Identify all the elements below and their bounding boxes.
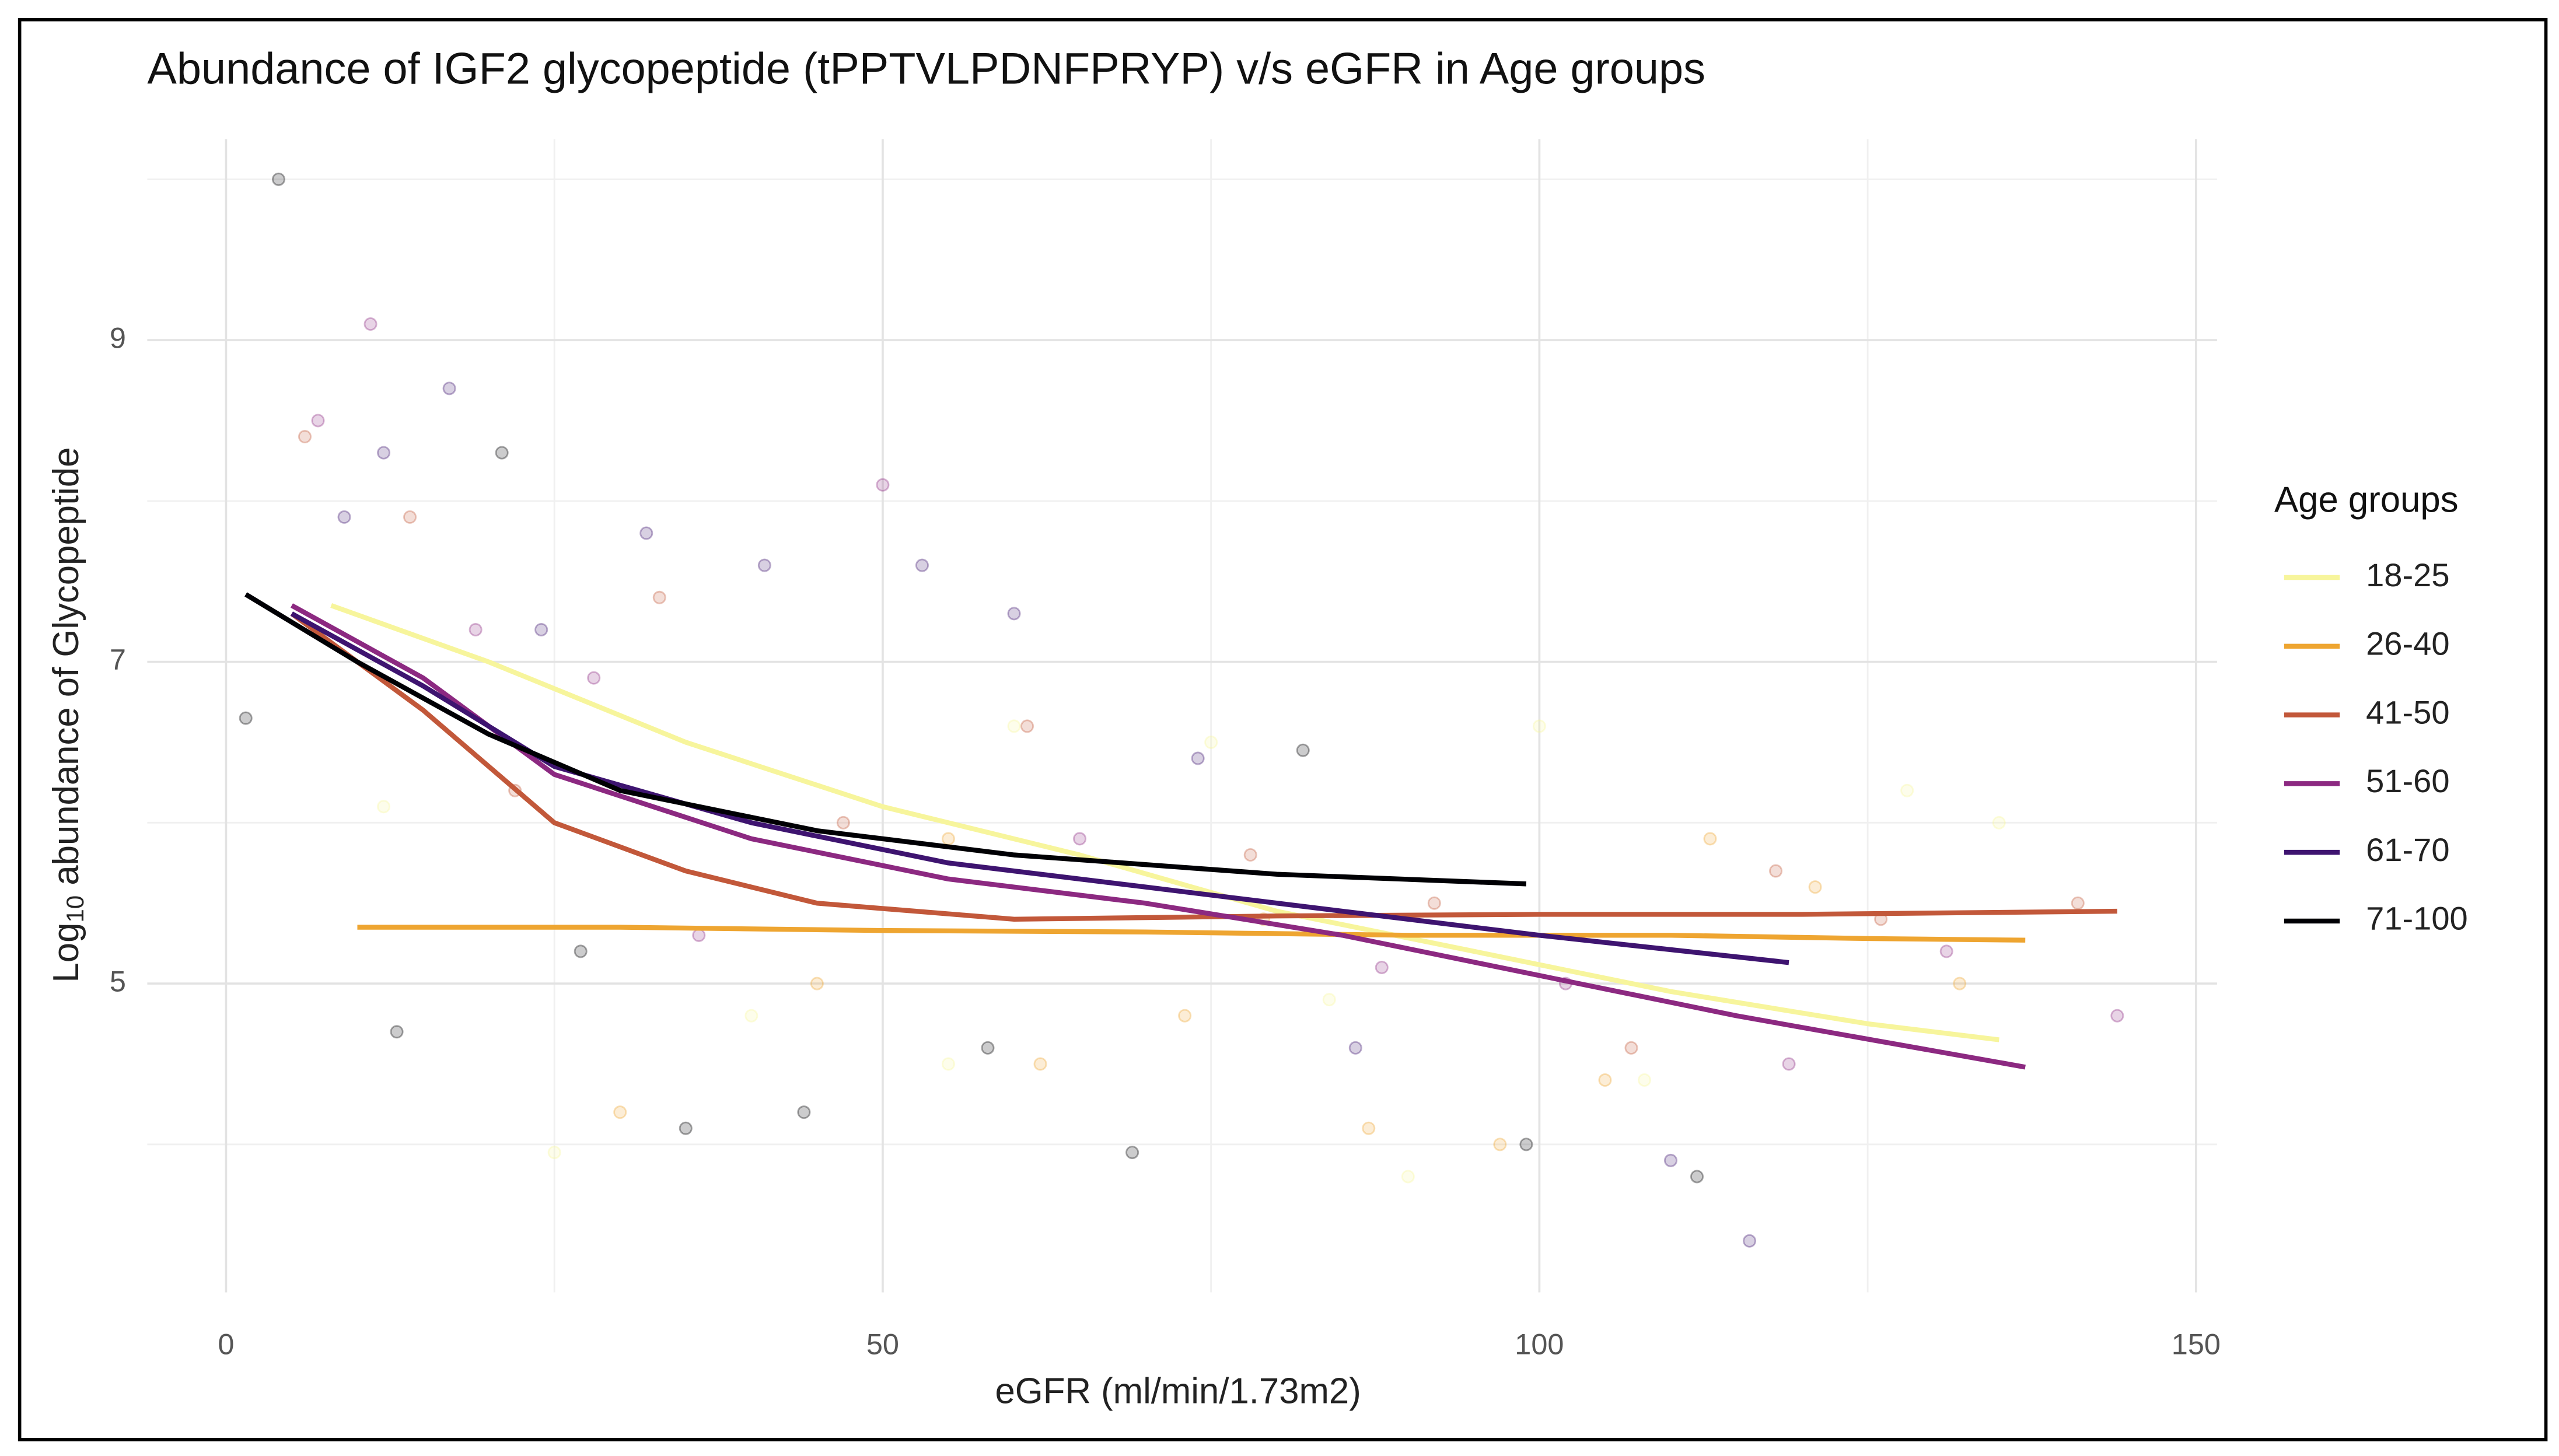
scatter-point [403, 510, 417, 524]
scatter-point [613, 1105, 627, 1119]
x-tick-label: 100 [1515, 1327, 1564, 1360]
scatter-point [271, 172, 285, 186]
scatter-point [744, 1009, 758, 1023]
frame [18, 18, 2548, 1441]
scatter-point [390, 1025, 404, 1039]
x-tick-label: 50 [866, 1327, 899, 1360]
scatter-point [679, 1121, 693, 1135]
scatter-point [1900, 783, 1914, 797]
scatter-point [1348, 1041, 1362, 1055]
scatter-point [915, 558, 929, 572]
scatter-point [941, 832, 955, 846]
legend-label: 41-50 [2366, 694, 2449, 730]
x-axis-label: eGFR (ml/min/1.73m2) [995, 1371, 1361, 1412]
scatter-point [981, 1041, 995, 1055]
legend-label: 26-40 [2366, 625, 2449, 662]
scatter-point [337, 510, 351, 524]
scatter-point [1953, 977, 1967, 991]
scatter-point [1743, 1234, 1757, 1248]
scatter-point [1125, 1146, 1139, 1160]
scatter-point [1204, 735, 1218, 749]
legend-label: 71-100 [2366, 900, 2468, 937]
scatter-point [1782, 1057, 1796, 1071]
scatter-point [311, 414, 325, 428]
scatter-point [836, 816, 850, 830]
scatter-point [377, 800, 391, 814]
scatter-point [1191, 751, 1205, 765]
scatter-point [652, 590, 666, 604]
scatter-point [1939, 944, 1953, 958]
scatter-point [1073, 832, 1087, 846]
scatter-point [534, 622, 548, 636]
scatter-point [469, 622, 483, 636]
scatter-point [1427, 896, 1441, 910]
trend-line [330, 603, 1999, 1042]
scatter-point [442, 382, 456, 396]
y-axis-label: Log10 abundance of Glycopeptide [46, 447, 89, 983]
scatter-point [1178, 1009, 1192, 1023]
scatter-point [1690, 1170, 1704, 1184]
scatter-point [1401, 1170, 1415, 1184]
scatter-point [1033, 1057, 1047, 1071]
y-label-prefix: Log [46, 923, 86, 983]
scatter-point [2071, 896, 2085, 910]
trend-line [290, 611, 2117, 922]
scatter-point [1020, 719, 1034, 733]
scatter-point [1992, 816, 2006, 830]
legend-title: Age groups [2274, 480, 2459, 520]
scatter-point [1703, 832, 1717, 846]
scatter-point [1598, 1073, 1612, 1087]
scatter-point [1519, 1138, 1533, 1152]
scatter-point [1007, 607, 1021, 621]
scatter-point [547, 1146, 561, 1160]
scatter-point [757, 558, 771, 572]
legend-label: 18-25 [2366, 556, 2449, 593]
scatter-point [1007, 719, 1021, 733]
scatter-point [1322, 993, 1336, 1007]
scatter-point [639, 526, 653, 540]
scatter-point [587, 671, 601, 685]
scatter-point [1375, 961, 1389, 975]
trend-line [290, 611, 1789, 965]
y-tick-label: 7 [110, 643, 126, 676]
y-tick-label: 5 [110, 964, 126, 998]
scatter-point [1243, 848, 1257, 862]
scatter-point [239, 711, 253, 725]
y-label-rest: abundance of Glycopeptide [46, 447, 86, 895]
scatter-point [2110, 1009, 2124, 1023]
scatter-point [1362, 1121, 1376, 1135]
scatter-point [495, 446, 509, 460]
x-tick-label: 150 [2172, 1327, 2221, 1360]
scatter-point [363, 317, 377, 331]
scatter-point [692, 928, 706, 942]
scatter-point [1493, 1138, 1507, 1152]
y-tick-label: 9 [110, 321, 126, 354]
scatter-point [298, 430, 312, 444]
scatter-point [1769, 864, 1783, 878]
scatter-point [941, 1057, 955, 1071]
chart-title: Abundance of IGF2 glycopeptide (tPPTVLPD… [147, 44, 1705, 93]
scatter-point [377, 446, 391, 460]
scatter-point [1637, 1073, 1651, 1087]
scatter-point [876, 478, 890, 492]
scatter-point [1296, 743, 1310, 757]
trend-line [357, 925, 2026, 943]
scatter-point [1808, 880, 1822, 894]
scatter-point [810, 977, 824, 991]
x-tick-label: 0 [218, 1327, 234, 1360]
scatter-point [574, 944, 588, 958]
scatter-point [1532, 719, 1546, 733]
y-label-subscript: 10 [61, 895, 89, 923]
legend-label: 51-60 [2366, 762, 2449, 799]
scatter-point [1663, 1153, 1677, 1167]
scatter-point [797, 1105, 811, 1119]
legend-label: 61-70 [2366, 831, 2449, 868]
trend-line [244, 592, 1527, 887]
scatter-point [1624, 1041, 1638, 1055]
